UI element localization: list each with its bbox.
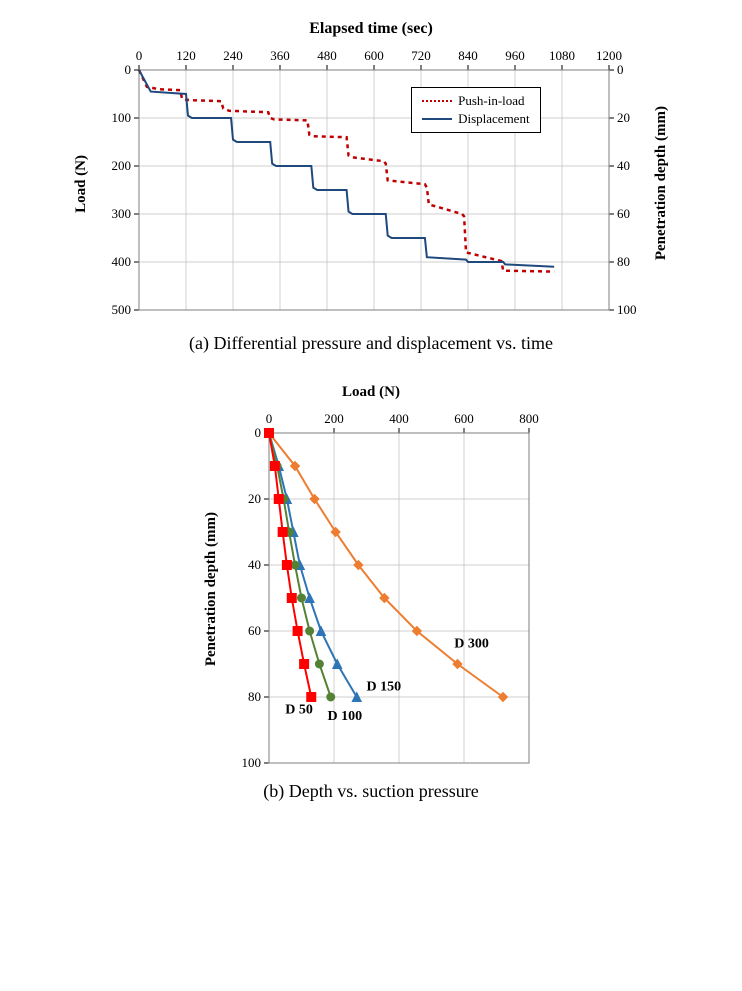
svg-text:480: 480 (317, 48, 337, 63)
svg-text:40: 40 (248, 557, 261, 572)
chart-b-left-label: Penetration depth (mm) (203, 512, 220, 666)
series-label-D100: D 100 (328, 709, 363, 724)
svg-text:800: 800 (519, 411, 539, 426)
chart-b-plot: 0 200 400 600 800 0 20 40 60 80 100 D 300 D 150 D 100… (224, 405, 539, 773)
legend-label: Displacement (458, 111, 529, 127)
legend-label: Push-in-load (458, 93, 524, 109)
series-label-D150: D 150 (367, 679, 402, 694)
svg-text:1080: 1080 (549, 48, 575, 63)
svg-text:200: 200 (324, 411, 344, 426)
svg-text:200: 200 (111, 158, 131, 173)
svg-text:60: 60 (248, 623, 261, 638)
svg-text:0: 0 (255, 425, 262, 440)
svg-text:360: 360 (270, 48, 290, 63)
svg-text:100: 100 (617, 302, 637, 317)
svg-text:240: 240 (223, 48, 243, 63)
svg-text:40: 40 (617, 158, 630, 173)
svg-text:60: 60 (617, 206, 630, 221)
svg-text:100: 100 (111, 110, 131, 125)
svg-text:80: 80 (248, 689, 261, 704)
svg-text:0: 0 (617, 62, 624, 77)
chart-b-caption: (b) Depth vs. suction pressure (263, 781, 478, 802)
svg-text:300: 300 (111, 206, 131, 221)
legend-item: Push-in-load (422, 92, 529, 110)
legend-item: Displacement (422, 110, 529, 128)
svg-text:120: 120 (176, 48, 196, 63)
svg-text:1200: 1200 (596, 48, 622, 63)
figure-a: Elapsed time (sec) Load (N) 0 120 240 360 48… (73, 20, 670, 354)
svg-text:0: 0 (266, 411, 273, 426)
svg-text:0: 0 (124, 62, 131, 77)
svg-text:20: 20 (248, 491, 261, 506)
svg-text:720: 720 (411, 48, 431, 63)
series-label-D50: D 50 (285, 703, 313, 718)
svg-text:960: 960 (505, 48, 525, 63)
svg-text:600: 600 (364, 48, 384, 63)
svg-text:0: 0 (135, 48, 142, 63)
figure-b: Load (N) Penetration depth (mm) 02004006… (203, 384, 539, 802)
chart-a-left-label: Load (N) (73, 155, 90, 213)
svg-text:100: 100 (242, 755, 262, 770)
chart-a-plot: 0120240360480600720840960108012000100200… (94, 42, 649, 320)
svg-text:500: 500 (111, 302, 131, 317)
svg-text:600: 600 (454, 411, 474, 426)
svg-text:80: 80 (617, 254, 630, 269)
chart-b-top-title: Load (N) (342, 384, 400, 401)
chart-a-top-title: Elapsed time (sec) (309, 20, 433, 38)
chart-a-legend: Push-in-load Displacement (411, 87, 540, 133)
chart-a-caption: (a) Differential pressure and displaceme… (189, 333, 553, 354)
svg-text:20: 20 (617, 110, 630, 125)
chart-a-right-label: Penetration depth (mm) (653, 106, 670, 260)
series-label-D300: D 300 (454, 637, 489, 652)
svg-text:840: 840 (458, 48, 478, 63)
svg-text:400: 400 (389, 411, 409, 426)
svg-text:400: 400 (111, 254, 131, 269)
